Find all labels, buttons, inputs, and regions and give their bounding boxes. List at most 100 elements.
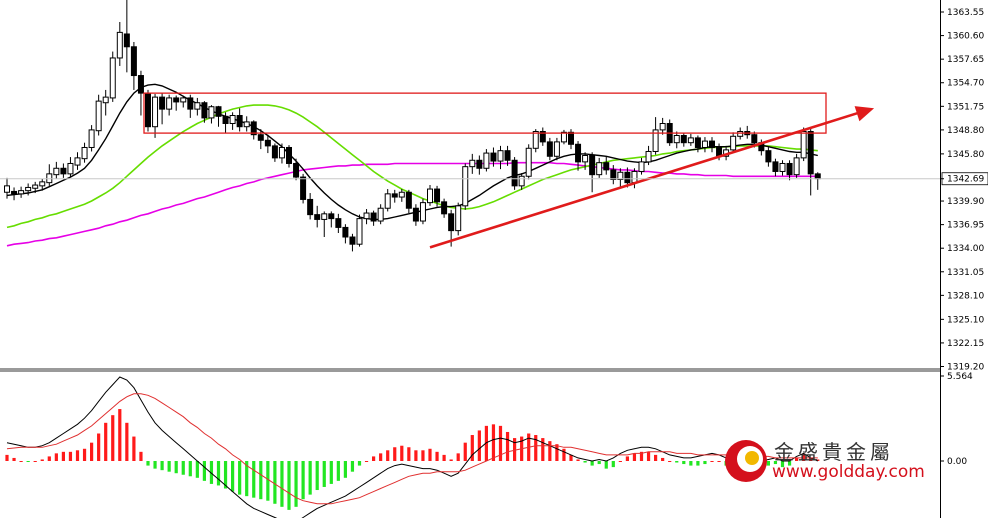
candle xyxy=(589,152,596,193)
macd-line xyxy=(6,376,819,518)
candle xyxy=(271,143,278,162)
macd-bar xyxy=(590,461,594,466)
macd-bar xyxy=(181,461,185,475)
candle-body xyxy=(314,214,321,220)
candle-body xyxy=(427,188,433,204)
macd-bar xyxy=(513,438,517,461)
candle xyxy=(765,147,772,167)
macd-bar xyxy=(717,461,721,462)
candle xyxy=(137,70,144,116)
candle-body xyxy=(130,46,137,77)
macd-tick-label: 5.564 xyxy=(947,372,973,382)
y-tick-label: 1334.00 xyxy=(947,244,984,254)
macd-bar xyxy=(618,461,622,462)
candle xyxy=(11,187,18,201)
macd-bar xyxy=(174,461,178,474)
candle xyxy=(610,165,617,185)
candle xyxy=(264,134,271,154)
candle xyxy=(74,152,81,170)
candle-body xyxy=(800,130,807,159)
macd-bar xyxy=(266,461,270,501)
candle xyxy=(490,147,497,167)
candle xyxy=(652,117,659,155)
macd-bar xyxy=(379,453,383,461)
candle xyxy=(293,158,300,181)
trend-arrow-head xyxy=(854,106,875,122)
candle-body xyxy=(483,152,490,169)
macd-bar xyxy=(773,461,778,465)
y-tick-label: 1336.95 xyxy=(947,221,984,231)
candle xyxy=(617,168,624,188)
candle xyxy=(568,129,574,150)
macd-bar xyxy=(435,451,439,461)
candle xyxy=(694,135,701,153)
macd-bar xyxy=(463,442,467,461)
candle-body xyxy=(412,207,419,222)
candle xyxy=(398,189,405,202)
candle xyxy=(236,108,243,132)
candle-body xyxy=(737,130,744,137)
macd-bar xyxy=(470,435,474,461)
candle-body xyxy=(398,191,405,198)
macd-bar xyxy=(795,457,799,461)
y-tick-label: 1339.90 xyxy=(947,197,984,207)
candle xyxy=(4,177,10,199)
candle xyxy=(497,145,504,170)
candle-body xyxy=(617,171,624,180)
macd-bar xyxy=(336,461,340,481)
candle-body xyxy=(546,141,553,157)
candle xyxy=(194,97,201,116)
candle xyxy=(786,160,793,181)
candle-body xyxy=(814,173,821,180)
price-panel xyxy=(4,0,875,252)
candle xyxy=(709,137,715,153)
candle xyxy=(32,181,39,194)
macd-bar xyxy=(33,461,37,462)
candle-body xyxy=(384,193,391,209)
candle xyxy=(363,209,370,225)
macd-bar xyxy=(541,438,545,461)
logo-url: www.goldday.com xyxy=(772,462,925,482)
candle-body xyxy=(109,57,116,99)
macd-bar xyxy=(682,461,686,465)
y-tick-label: 1354.70 xyxy=(947,79,984,89)
candle xyxy=(673,131,680,149)
candle xyxy=(152,93,159,138)
macd-bar xyxy=(484,425,488,461)
macd-bar xyxy=(639,451,644,461)
candle-body xyxy=(201,102,208,119)
candle xyxy=(46,164,53,186)
y-tick-label: 1351.75 xyxy=(947,102,984,112)
macd-bar xyxy=(372,456,376,461)
macd-bar xyxy=(167,461,171,472)
candle-body xyxy=(497,150,504,162)
candle-body xyxy=(60,167,67,175)
candle-body xyxy=(328,213,335,220)
candle-body xyxy=(779,162,786,172)
macd-bar xyxy=(188,461,192,477)
macd-bar xyxy=(322,461,326,487)
candle-body xyxy=(173,97,180,103)
candle-body xyxy=(187,97,194,110)
candle xyxy=(166,94,173,116)
macd-bar xyxy=(97,433,101,461)
candle xyxy=(730,132,737,153)
candle-body xyxy=(286,146,292,164)
candle-body xyxy=(123,33,130,48)
candle-body xyxy=(145,92,151,128)
candle xyxy=(476,155,483,175)
macd-bar xyxy=(668,461,672,462)
candle-body xyxy=(116,31,123,59)
candle-body xyxy=(293,162,300,178)
candle-body xyxy=(645,150,652,163)
candle xyxy=(419,198,426,225)
ma-mid-path xyxy=(6,104,818,229)
candle xyxy=(427,185,433,206)
candle xyxy=(441,198,448,218)
candle xyxy=(539,127,546,146)
macd-bar xyxy=(456,453,460,461)
candle xyxy=(469,153,476,174)
candle xyxy=(201,101,208,123)
candle xyxy=(434,185,441,207)
